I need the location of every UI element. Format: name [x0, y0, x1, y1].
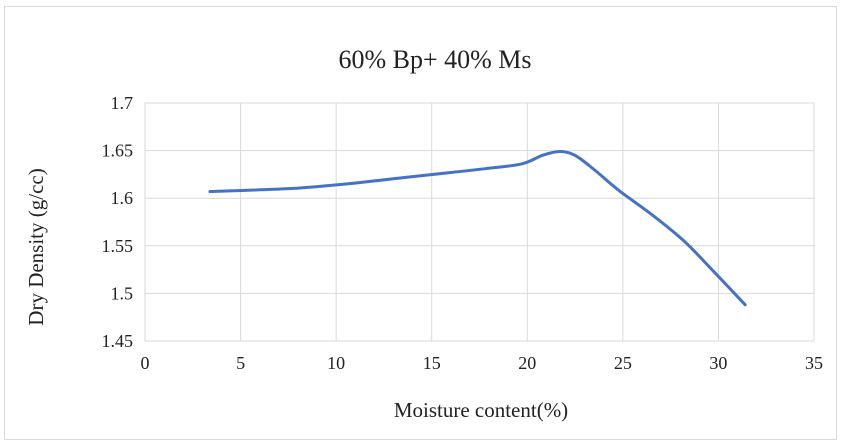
x-tick-label: 35 [805, 353, 823, 373]
y-axis-label: Dry Density (g/cc) [24, 168, 48, 325]
x-axis-label: Moisture content(%) [394, 398, 568, 422]
x-tick-label: 15 [423, 353, 441, 373]
x-tick-label: 10 [327, 353, 345, 373]
y-tick-labels: 1.45 1.5 1.55 1.6 1.65 1.7 [102, 93, 134, 351]
x-tick-label: 30 [709, 353, 727, 373]
y-tick-label: 1.65 [102, 141, 134, 161]
y-tick-label: 1.45 [102, 331, 134, 351]
x-tick-labels: 0 5 10 15 20 25 30 35 [141, 353, 824, 373]
y-tick-label: 1.5 [111, 283, 134, 303]
series-line [208, 150, 747, 307]
chart: 60% Bp+ 40% Ms 0 5 10 15 20 25 30 35 1.45 1.5 1.5… [24, 45, 824, 422]
y-gridlines [145, 102, 814, 342]
x-tick-label: 0 [141, 353, 150, 373]
x-gridlines [144, 103, 815, 341]
x-tick-label: 5 [236, 353, 245, 373]
chart-title: 60% Bp+ 40% Ms [338, 45, 531, 74]
y-tick-label: 1.55 [102, 236, 134, 256]
series-layer [208, 150, 747, 307]
chart-frame: 60% Bp+ 40% Ms 0 5 10 15 20 25 30 35 1.45 1.5 1.5… [4, 6, 837, 440]
x-tick-label: 25 [614, 353, 632, 373]
y-tick-label: 1.7 [111, 93, 134, 113]
y-tick-label: 1.6 [111, 188, 134, 208]
x-tick-label: 20 [518, 353, 536, 373]
